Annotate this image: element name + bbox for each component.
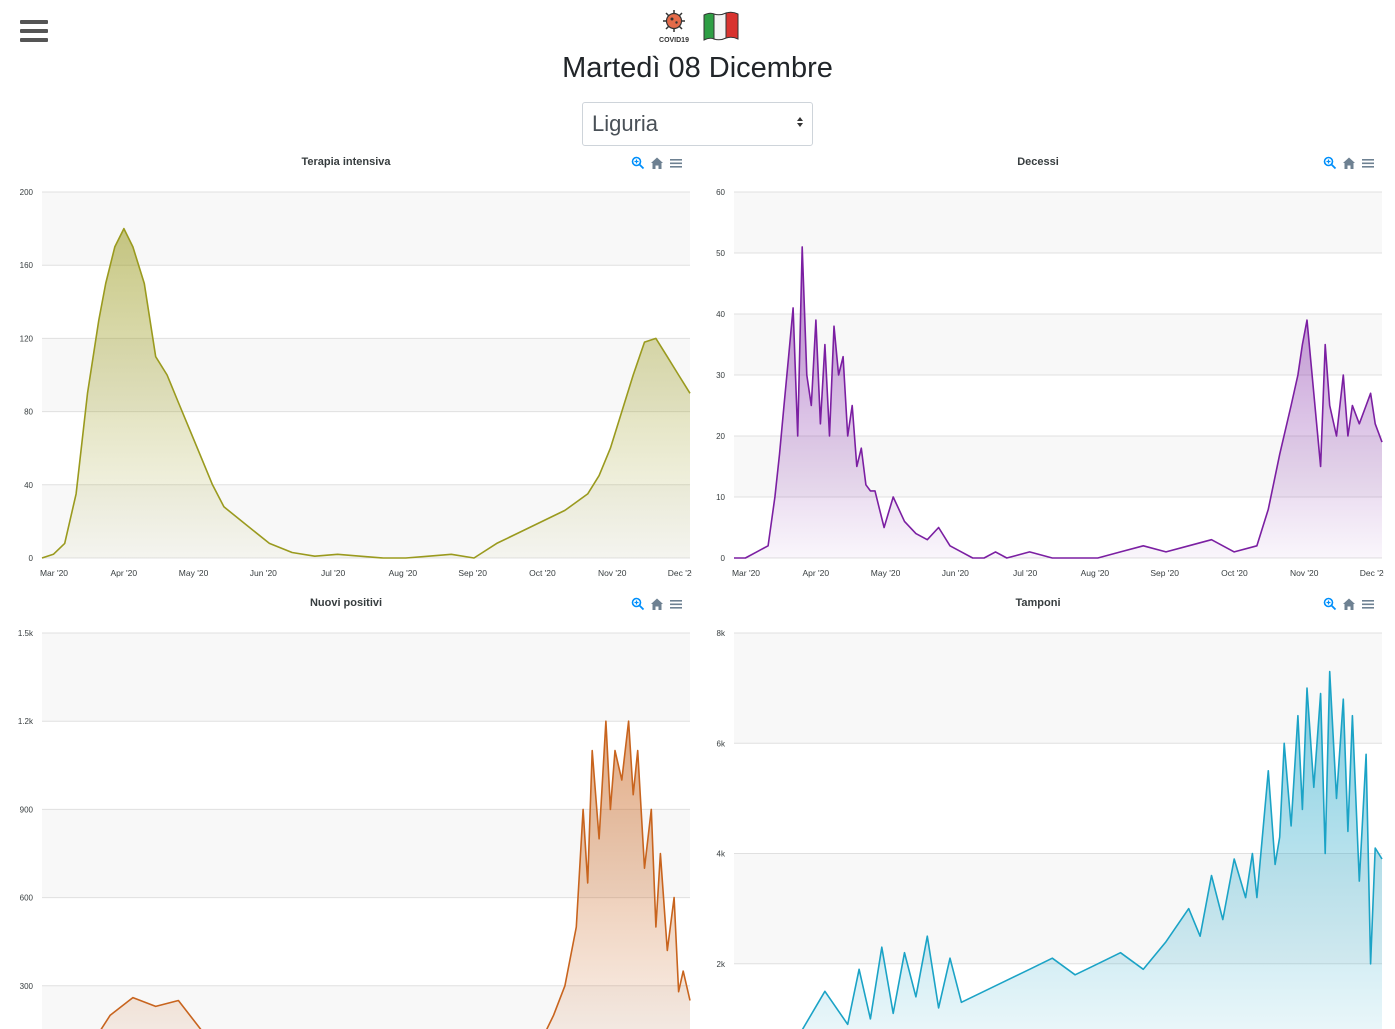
x-tick-label: Nov '20 [1290,568,1319,578]
grid-band [734,192,1382,253]
zoom-icon[interactable] [1322,155,1338,171]
grid-band [734,633,1382,744]
series-area [42,228,690,558]
svg-text:COVID19: COVID19 [659,37,689,44]
chart-toolbar [630,155,684,171]
y-tick-label: 200 [20,188,34,197]
grid-band [42,192,690,266]
grid-band [734,314,1382,375]
grid-band [42,633,690,722]
home-reset-icon[interactable] [1341,596,1357,612]
x-tick-label: Dec '20 [1360,568,1384,578]
chart-decessi: Decessi 0 10 20 30 40 50 60 Mar '20 Apr '20 May '… [692,148,1384,588]
chart-title: Terapia intensiva [301,156,391,168]
series-line [100,720,691,1029]
y-tick-label: 600 [20,894,34,903]
chart-toolbar [1322,155,1376,171]
x-tick-label: Dec '20 [668,568,692,578]
zoom-icon[interactable] [1322,596,1338,612]
chart-plot-area[interactable]: 0 40 80 120 160 200 Mar '20 Apr '20 May '20 Jun '… [0,148,692,588]
y-tick-label: 60 [716,188,725,197]
y-tick-label: 1.2k [18,717,34,726]
series-line [734,246,1383,559]
series-line [41,227,691,559]
x-tick-label: Jun '20 [942,568,969,578]
x-tick-label: Apr '20 [802,568,829,578]
y-tick-label: 8k [717,629,726,638]
chart-menu-icon[interactable] [668,596,684,612]
chart-tamponi: Tamponi 2k 4k 6k 8k [692,589,1384,1029]
home-reset-icon[interactable] [1341,155,1357,171]
y-tick-label: 6k [717,739,726,748]
page-title: Martedì 08 Dicembre [562,52,833,84]
x-tick-label: May '20 [871,568,901,578]
y-tick-label: 0 [29,554,34,563]
italy-flag-icon [703,11,739,41]
chart-plot-area[interactable]: 300 600 900 1.2k 1.5k [0,589,692,1029]
covid-logo-icon: COVID19 [659,10,739,44]
zoom-icon[interactable] [630,596,646,612]
y-tick-label: 2k [717,960,726,969]
chart-toolbar [630,596,684,612]
chart-menu-icon[interactable] [1360,596,1376,612]
x-tick-label: Jul '20 [1013,568,1038,578]
chart-plot-area[interactable]: 2k 4k 6k 8k [692,589,1384,1029]
y-tick-label: 10 [716,493,725,502]
y-tick-label: 1.5k [18,629,34,638]
menu-bar-icon [20,29,48,33]
chart-menu-icon[interactable] [668,155,684,171]
x-tick-label: Sep '20 [458,568,487,578]
x-tick-label: Nov '20 [598,568,627,578]
region-select[interactable]: Liguria [582,102,813,146]
y-tick-label: 50 [716,249,725,258]
chart-toolbar [1322,596,1376,612]
x-tick-label: Apr '20 [110,568,137,578]
select-arrows-icon [797,117,803,127]
x-tick-label: Mar '20 [732,568,760,578]
y-tick-label: 40 [24,481,33,490]
chart-nuovi-positivi: Nuovi positivi 300 600 900 1.2k 1.5k [0,589,692,1029]
x-tick-label: Aug '20 [389,568,418,578]
chart-menu-icon[interactable] [1360,155,1376,171]
menu-bar-icon [20,20,48,24]
x-tick-label: Oct '20 [529,568,556,578]
y-tick-label: 160 [20,261,34,270]
chart-plot-area[interactable]: 0 10 20 30 40 50 60 Mar '20 Apr '20 May '20 Jun '2… [692,148,1384,588]
zoom-icon[interactable] [630,155,646,171]
series-area [734,246,1382,558]
y-tick-label: 80 [24,408,33,417]
y-tick-label: 0 [721,554,726,563]
chart-title: Tamponi [1015,597,1061,609]
region-select-value: Liguria [592,111,659,136]
series-area [802,671,1382,1029]
y-tick-label: 20 [716,432,725,441]
chart-title: Decessi [1017,156,1059,168]
x-tick-label: Aug '20 [1081,568,1110,578]
x-tick-label: Sep '20 [1150,568,1179,578]
home-reset-icon[interactable] [649,155,665,171]
menu-bar-icon [20,38,48,42]
x-tick-label: Oct '20 [1221,568,1248,578]
y-tick-label: 30 [716,371,725,380]
y-tick-label: 40 [716,310,725,319]
home-reset-icon[interactable] [649,596,665,612]
chart-terapia-intensiva: Terapia intensiva 0 40 80 120 160 200 Mar '20 A… [0,148,692,588]
y-tick-label: 300 [20,982,34,991]
x-tick-label: Jun '20 [250,568,277,578]
chart-title: Nuovi positivi [309,597,383,609]
y-tick-label: 900 [20,805,34,814]
menu-toggle-button[interactable] [20,20,48,44]
y-tick-label: 120 [20,334,34,343]
x-tick-label: Jul '20 [321,568,346,578]
x-tick-label: Mar '20 [40,568,68,578]
app-logo: COVID19 [655,6,745,46]
x-tick-label: May '20 [179,568,209,578]
y-tick-label: 4k [717,850,726,859]
